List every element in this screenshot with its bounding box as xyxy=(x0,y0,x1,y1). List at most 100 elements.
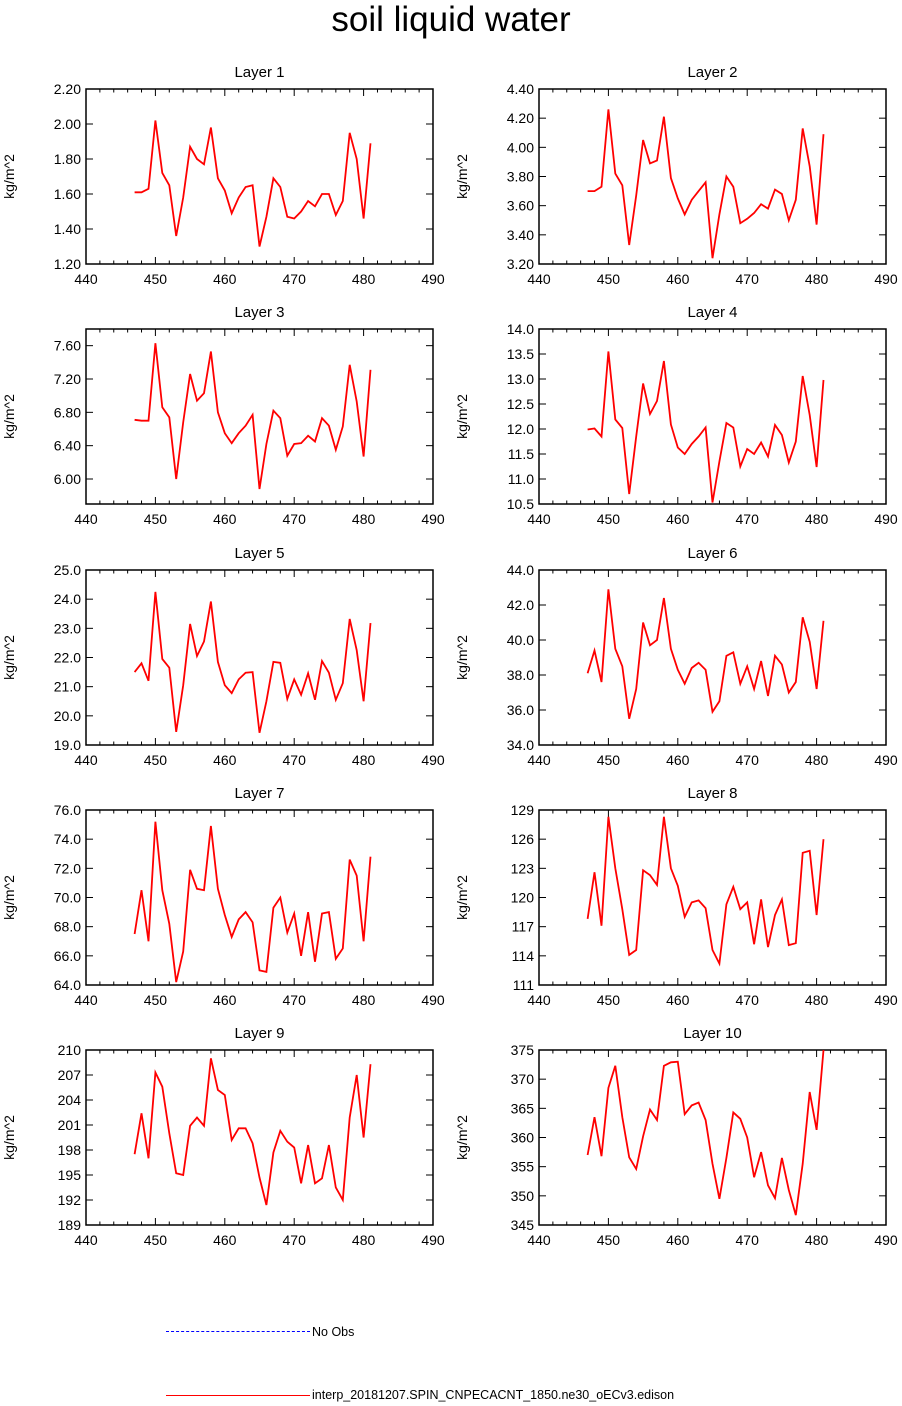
x-tick-label: 440 xyxy=(74,511,98,527)
y-tick-label: 117 xyxy=(512,919,535,935)
x-tick-label: 480 xyxy=(805,271,829,287)
y-axis-label: kg/m^2 xyxy=(1,154,17,199)
y-tick-label: 74.0 xyxy=(54,831,81,847)
y-tick-label: 1.20 xyxy=(54,256,81,272)
x-tick-label: 480 xyxy=(352,1232,376,1248)
x-tick-label: 470 xyxy=(736,992,760,1008)
y-axis-label: kg/m^2 xyxy=(454,154,470,199)
x-tick-label: 470 xyxy=(736,1232,760,1248)
panel-title: Layer 4 xyxy=(687,304,737,321)
y-tick-label: 44.0 xyxy=(507,562,534,578)
y-tick-label: 350 xyxy=(511,1188,535,1204)
panel-title: Layer 8 xyxy=(687,785,737,802)
chart-panel-5: Layer 5 440 450 460 470 480 490 19.0 20.0 21.0 22.… xyxy=(1,545,445,768)
y-axis-label: kg/m^2 xyxy=(454,394,470,439)
x-tick-label: 450 xyxy=(144,511,168,527)
x-tick-label: 480 xyxy=(352,992,376,1008)
y-tick-label: 1.40 xyxy=(54,221,81,237)
plot-frame xyxy=(538,328,887,505)
x-tick-label: 440 xyxy=(527,511,551,527)
y-tick-label: 6.40 xyxy=(54,438,81,454)
y-tick-label: 11.5 xyxy=(508,446,534,462)
x-tick-label: 450 xyxy=(144,992,168,1008)
y-tick-label: 11.0 xyxy=(508,471,534,487)
y-tick-label: 6.80 xyxy=(54,404,81,420)
x-tick-label: 460 xyxy=(666,752,690,768)
y-tick-label: 4.00 xyxy=(507,139,534,155)
y-axis-label: kg/m^2 xyxy=(454,875,470,920)
y-tick-label: 129 xyxy=(511,802,535,818)
chart-panel-1: Layer 1 440 450 460 470 480 490 1.20 1.40 1.60 1.8… xyxy=(1,64,445,287)
x-tick-label: 490 xyxy=(421,271,445,287)
y-tick-label: 370 xyxy=(511,1071,535,1087)
y-tick-label: 192 xyxy=(58,1192,82,1208)
plot-frame xyxy=(85,328,434,505)
y-tick-label: 23.0 xyxy=(54,620,81,636)
y-tick-label: 375 xyxy=(511,1042,535,1058)
x-tick-label: 460 xyxy=(666,992,690,1008)
y-tick-label: 2.20 xyxy=(54,81,81,97)
x-tick-label: 450 xyxy=(144,1232,168,1248)
x-tick-label: 440 xyxy=(527,1232,551,1248)
y-axis-label: kg/m^2 xyxy=(1,394,17,439)
y-tick-label: 1.80 xyxy=(54,151,81,167)
y-axis-label: kg/m^2 xyxy=(454,635,470,680)
x-tick-label: 480 xyxy=(805,511,829,527)
y-tick-label: 3.60 xyxy=(507,198,534,214)
chart-panel-8: Layer 8 440 450 460 470 480 490 111 114 117 120 123… xyxy=(454,785,898,1008)
x-tick-label: 440 xyxy=(74,992,98,1008)
y-tick-label: 195 xyxy=(58,1167,82,1183)
y-tick-label: 7.20 xyxy=(54,371,81,387)
y-tick-label: 36.0 xyxy=(507,702,534,718)
y-tick-label: 114 xyxy=(512,948,535,964)
series-line xyxy=(134,120,372,247)
y-axis-label: kg/m^2 xyxy=(1,1115,17,1160)
series-line xyxy=(133,1058,372,1206)
legend-obs-label: No Obs xyxy=(312,1325,355,1339)
y-tick-label: 20.0 xyxy=(54,708,81,724)
y-tick-label: 6.00 xyxy=(54,471,81,487)
y-tick-label: 365 xyxy=(511,1100,535,1116)
y-tick-label: 64.0 xyxy=(54,977,81,993)
chart-panel-3: Layer 3 440 450 460 470 480 490 6.00 6.40 6.80 7.2… xyxy=(1,304,445,527)
x-tick-label: 460 xyxy=(213,992,237,1008)
x-tick-label: 470 xyxy=(283,752,307,768)
x-tick-label: 460 xyxy=(666,271,690,287)
x-tick-label: 450 xyxy=(597,511,621,527)
legend-obs-line xyxy=(166,1331,310,1332)
chart-panel-9: Layer 9 440 450 460 470 480 490 189 192 195 198 201… xyxy=(1,1025,445,1248)
y-tick-label: 204 xyxy=(58,1092,82,1108)
x-tick-label: 490 xyxy=(874,992,898,1008)
plot-frame xyxy=(85,809,434,986)
y-axis-label: kg/m^2 xyxy=(454,1115,470,1160)
y-tick-label: 360 xyxy=(511,1130,535,1146)
series-line xyxy=(133,821,372,983)
x-tick-label: 450 xyxy=(597,1232,621,1248)
x-tick-label: 470 xyxy=(283,511,307,527)
y-tick-label: 201 xyxy=(58,1117,82,1133)
series-line xyxy=(133,591,372,733)
y-tick-label: 66.0 xyxy=(54,948,81,964)
y-tick-label: 207 xyxy=(58,1067,82,1083)
x-tick-label: 460 xyxy=(213,511,237,527)
y-tick-label: 24.0 xyxy=(54,591,81,607)
plot-frame xyxy=(538,569,887,746)
panel-title: Layer 9 xyxy=(234,1025,284,1042)
y-tick-label: 68.0 xyxy=(54,919,81,935)
x-tick-label: 440 xyxy=(527,992,551,1008)
x-tick-label: 490 xyxy=(421,1232,445,1248)
x-tick-label: 460 xyxy=(666,1232,690,1248)
panel-title: Layer 5 xyxy=(234,545,284,562)
y-tick-label: 123 xyxy=(511,860,535,876)
x-tick-label: 460 xyxy=(213,271,237,287)
y-axis-label: kg/m^2 xyxy=(1,635,17,680)
x-tick-label: 470 xyxy=(736,271,760,287)
legend-model-label: interp_20181207.SPIN_CNPECACNT_1850.ne30… xyxy=(312,1388,675,1402)
y-tick-label: 70.0 xyxy=(54,890,81,906)
x-tick-label: 440 xyxy=(527,271,551,287)
y-tick-label: 42.0 xyxy=(507,597,534,613)
y-tick-label: 10.5 xyxy=(507,496,534,512)
x-tick-label: 480 xyxy=(805,752,829,768)
x-tick-label: 440 xyxy=(527,752,551,768)
x-tick-label: 470 xyxy=(283,1232,307,1248)
